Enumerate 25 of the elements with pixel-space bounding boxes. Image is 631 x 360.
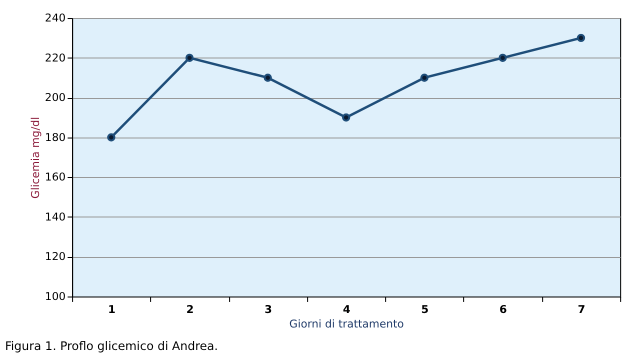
x-tick-label: 4 bbox=[342, 302, 351, 316]
point bbox=[185, 54, 194, 62]
x-axis-title: Giorni di trattamento bbox=[289, 318, 404, 331]
x-tick-label: 7 bbox=[578, 302, 586, 316]
y-tick-label: 100 bbox=[44, 290, 66, 303]
point bbox=[498, 54, 507, 62]
y-axis-title: Glicemia mg/dl bbox=[29, 116, 42, 199]
y-tick-label: 160 bbox=[44, 170, 66, 184]
x-tick-label: 5 bbox=[421, 302, 429, 316]
point bbox=[342, 113, 350, 122]
point bbox=[264, 74, 272, 82]
y-tick-label: 240 bbox=[44, 12, 66, 25]
y-tick-label: 200 bbox=[44, 91, 66, 104]
point bbox=[576, 34, 586, 42]
x-tick-label: 3 bbox=[264, 302, 272, 316]
x-tick-label: 2 bbox=[186, 302, 194, 316]
y-tick-label: 180 bbox=[44, 130, 66, 144]
y-tick-label: 220 bbox=[44, 51, 66, 64]
y-tick-label: 140 bbox=[44, 210, 66, 224]
x-tick-label: 6 bbox=[499, 302, 507, 316]
point bbox=[420, 74, 429, 82]
point bbox=[107, 133, 116, 142]
x-tick-label: 1 bbox=[108, 302, 116, 316]
text: Figura 1. Proflo glicemico di Andrea. bbox=[4, 338, 218, 353]
y-tick-label: 120 bbox=[44, 250, 66, 264]
